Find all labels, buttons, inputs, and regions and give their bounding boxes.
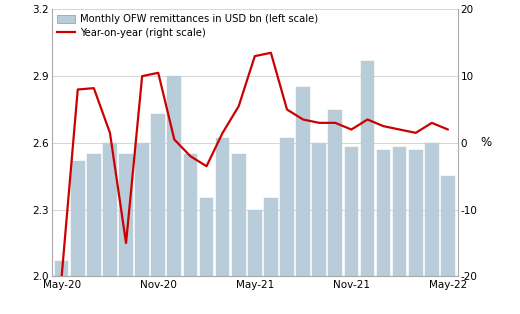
Bar: [71, 161, 85, 314]
Y-axis label: %: %: [480, 136, 491, 149]
Bar: [361, 61, 374, 314]
Bar: [441, 176, 455, 314]
Bar: [248, 210, 262, 314]
Bar: [87, 154, 101, 314]
Bar: [200, 198, 213, 314]
Bar: [296, 87, 310, 314]
Bar: [409, 149, 423, 314]
Bar: [345, 147, 358, 314]
Bar: [119, 154, 133, 314]
Bar: [376, 149, 391, 314]
Bar: [151, 114, 165, 314]
Bar: [103, 143, 117, 314]
Bar: [313, 143, 326, 314]
Bar: [167, 76, 181, 314]
Bar: [393, 147, 407, 314]
Bar: [135, 143, 149, 314]
Bar: [329, 110, 342, 314]
Legend: Monthly OFW remittances in USD bn (left scale), Year-on-year (right scale): Monthly OFW remittances in USD bn (left …: [57, 14, 318, 38]
Bar: [425, 143, 439, 314]
Bar: [280, 138, 294, 314]
Bar: [184, 154, 197, 314]
Bar: [55, 261, 69, 314]
Bar: [216, 138, 229, 314]
Bar: [232, 154, 245, 314]
Bar: [264, 198, 278, 314]
